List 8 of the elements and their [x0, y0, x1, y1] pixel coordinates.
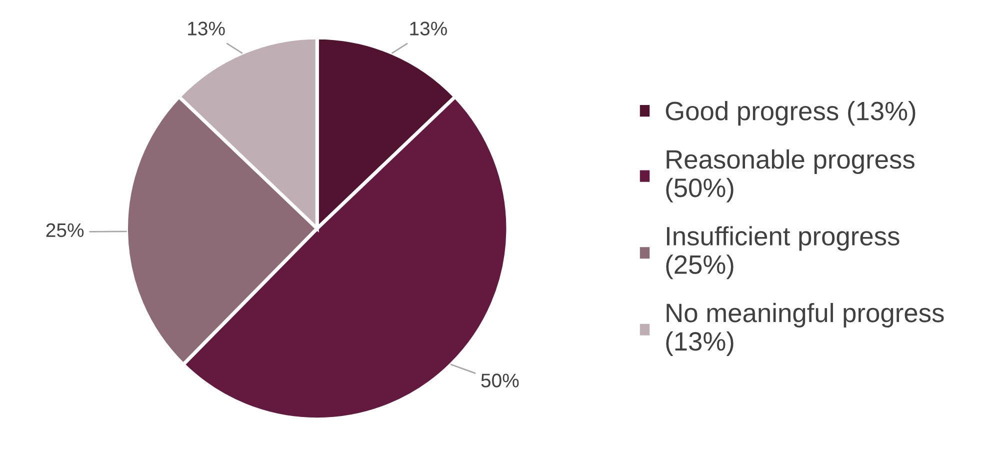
legend-label: Insufficient progress (25%) [666, 226, 900, 280]
data-label: 25% [46, 223, 84, 238]
data-label: 50% [481, 374, 519, 388]
data-label: 13% [410, 22, 447, 36]
legend-label: Reasonable progress (50%) [666, 149, 914, 202]
legend-label: No meaningful progress (13%) [666, 302, 944, 356]
data-label: 13% [188, 22, 225, 36]
legend-label: Good progress (13%) [666, 101, 916, 126]
